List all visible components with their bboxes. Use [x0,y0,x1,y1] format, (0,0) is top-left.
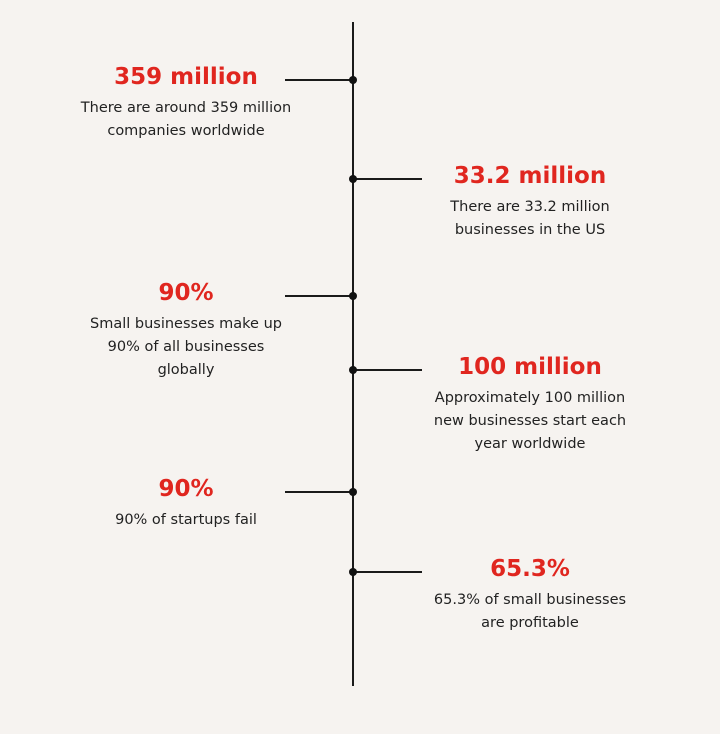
stat-block: 359 million There are around 359 million c… [41,63,331,143]
timeline-dot [349,488,357,496]
stat-description: There are around 359 million companies wo… [41,97,331,143]
timeline-dot [349,292,357,300]
stat-description: Approximately 100 million new businesses … [385,387,675,456]
description-line: There are 33.2 million [450,199,610,215]
stat-block: 90% 90% of startups fail [41,475,331,532]
timeline-dot [349,568,357,576]
description-line: year worldwide [474,436,586,452]
description-line: new businesses start each [433,413,627,429]
stat-description: There are 33.2 million businesses in the … [385,196,675,242]
connector-line [354,369,422,371]
stat-block: 33.2 million There are 33.2 million busine… [385,162,675,242]
description-line: businesses in the US [454,222,606,238]
description-line: 90% of startups fail [115,512,257,528]
timeline-axis [352,22,354,686]
description-line: Approximately 100 million [434,390,626,406]
stat-value: 65.3% [490,556,570,582]
description-line: Small businesses make up [90,316,282,332]
connector-line [354,571,422,573]
connector-line [285,79,353,81]
description-line: There are around 359 million [80,100,292,116]
connector-line [285,295,353,297]
description-line: 65.3% of small businesses [433,592,627,608]
description-line: companies worldwide [107,123,265,139]
stat-block: 100 million Approximately 100 million new … [385,353,675,456]
timeline-dot [349,366,357,374]
connector-line [354,178,422,180]
stat-description: Small businesses make up 90% of all busin… [41,313,331,382]
stat-block: 90% Small businesses make up 90% of all bu… [41,279,331,382]
stat-value: 90% [158,280,214,306]
stat-description: 90% of startups fail [41,509,331,532]
description-line: 90% of all businesses [107,339,265,355]
connector-line [285,491,353,493]
stat-value: 33.2 million [453,163,607,189]
stat-block: 65.3% 65.3% of small businesses are profit… [385,555,675,635]
stat-description: 65.3% of small businesses are profitable [385,589,675,635]
stat-value: 100 million [458,354,602,380]
stat-value: 90% [158,476,214,502]
description-line: are profitable [481,615,579,631]
description-line: globally [157,362,215,378]
timeline-dot [349,175,357,183]
timeline-dot [349,76,357,84]
stat-value: 359 million [114,64,258,90]
